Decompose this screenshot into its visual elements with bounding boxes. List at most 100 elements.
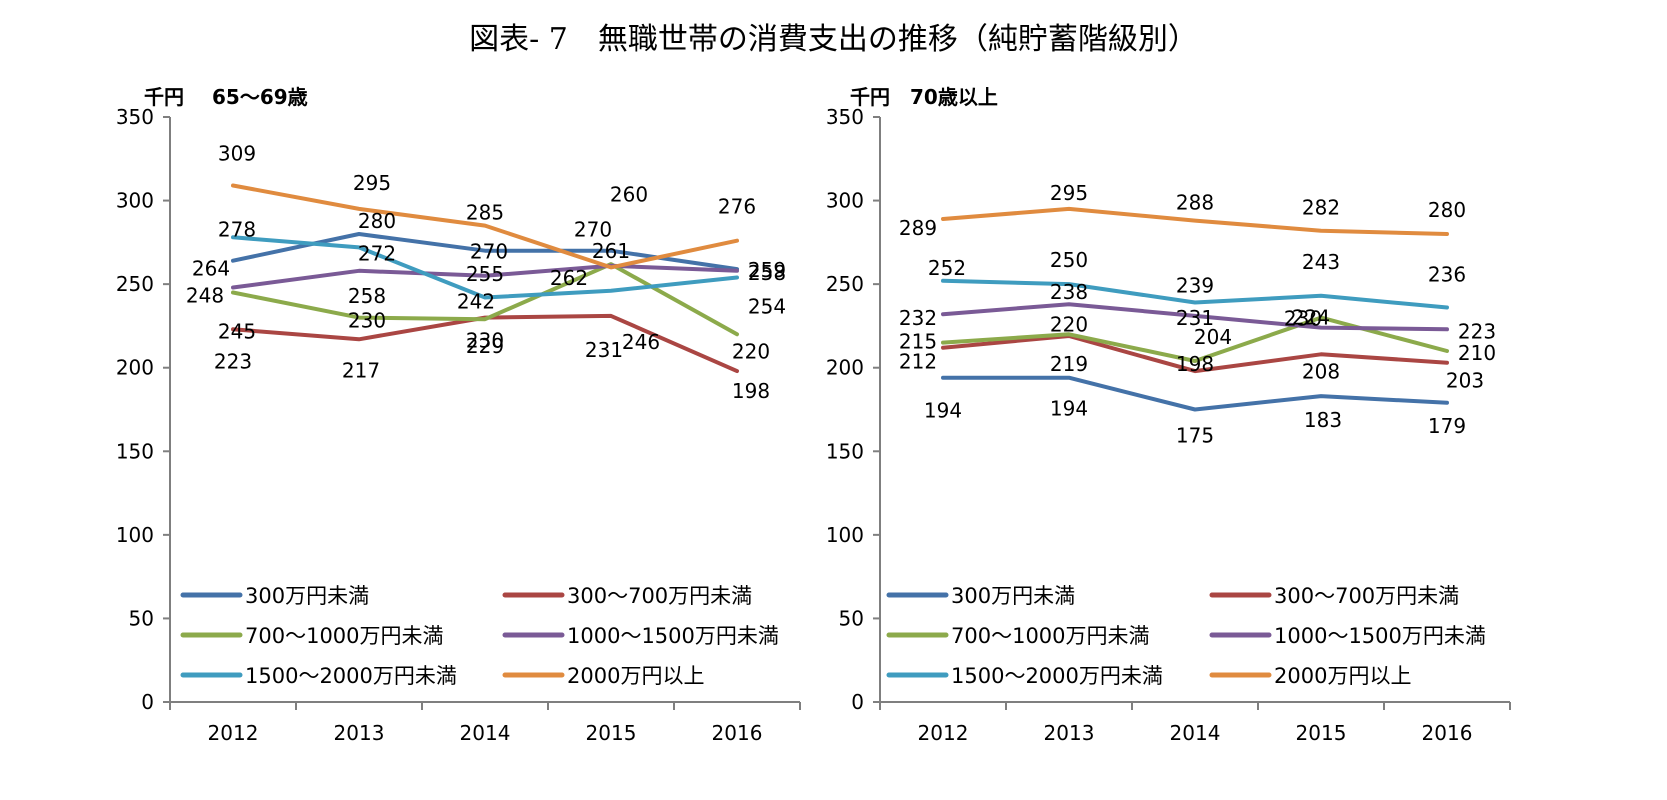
series-line xyxy=(941,375,1449,412)
y-tick-label: 250 xyxy=(826,272,864,296)
legend-label: 700～1000万円未満 xyxy=(245,624,444,648)
x-tick-label: 2012 xyxy=(918,721,969,745)
data-label: 245 xyxy=(218,320,256,344)
data-label: 276 xyxy=(718,195,756,219)
data-label: 289 xyxy=(899,216,937,240)
x-tick-label: 2013 xyxy=(334,721,385,745)
data-label: 255 xyxy=(466,262,504,286)
data-label: 295 xyxy=(1050,181,1088,205)
data-label: 198 xyxy=(732,379,770,403)
data-label: 231 xyxy=(1176,306,1214,330)
y-tick-label: 0 xyxy=(851,690,864,714)
data-label: 270 xyxy=(574,218,612,242)
data-label: 215 xyxy=(899,330,937,354)
data-label: 217 xyxy=(342,358,380,382)
data-label: 194 xyxy=(1050,397,1088,421)
data-label: 280 xyxy=(358,209,396,233)
data-label: 198 xyxy=(1176,352,1214,376)
series-line xyxy=(941,278,1449,310)
data-label: 204 xyxy=(1194,325,1232,349)
data-label: 242 xyxy=(457,290,495,314)
data-label: 239 xyxy=(1176,274,1214,298)
panel-subtitle: 65～69歳 xyxy=(212,85,308,109)
data-label: 252 xyxy=(928,256,966,280)
x-tick-label: 2012 xyxy=(208,721,259,745)
x-tick-label: 2015 xyxy=(586,721,637,745)
x-tick-label: 2013 xyxy=(1044,721,1095,745)
data-label: 278 xyxy=(218,217,256,241)
legend-label: 300～700万円未満 xyxy=(567,584,752,608)
x-tick-label: 2014 xyxy=(1170,721,1221,745)
data-label: 229 xyxy=(466,334,504,358)
data-label: 243 xyxy=(1302,250,1340,274)
legend-label: 300万円未満 xyxy=(245,584,369,608)
data-label: 175 xyxy=(1176,424,1214,448)
data-label: 179 xyxy=(1428,414,1466,438)
series-line xyxy=(941,206,1449,236)
y-tick-label: 150 xyxy=(826,439,864,463)
chart-panel-70-plus: 0 50 100 150 200 250 300 350 2012 2013 2014 2015 201… xyxy=(826,85,1511,745)
data-label: 220 xyxy=(732,339,770,363)
data-label: 258 xyxy=(348,284,386,308)
legend-label: 1500～2000万円未満 xyxy=(245,664,457,688)
legend-label: 1500～2000万円未満 xyxy=(951,664,1163,688)
data-label: 232 xyxy=(899,306,937,330)
y-tick-label: 350 xyxy=(826,105,864,129)
data-label: 309 xyxy=(218,142,256,166)
data-label: 272 xyxy=(358,241,396,265)
y-tick-label: 250 xyxy=(116,272,154,296)
y-tick-label: 100 xyxy=(116,523,154,547)
data-label: 231 xyxy=(585,338,623,362)
y-tick-label: 50 xyxy=(839,606,864,630)
data-label: 212 xyxy=(899,350,937,374)
y-unit-label: 千円 xyxy=(144,85,184,109)
figure-title: 図表- 7 無職世帯の消費支出の推移（純貯蓄階級別） xyxy=(469,22,1198,57)
data-label: 262 xyxy=(550,266,588,290)
panel-subtitle: 70歳以上 xyxy=(910,85,998,109)
data-label: 264 xyxy=(192,257,230,281)
y-unit-label: 千円 xyxy=(850,85,890,109)
x-tick-label: 2016 xyxy=(712,721,763,745)
data-label: 246 xyxy=(622,330,660,354)
series-line xyxy=(231,183,739,270)
data-label: 223 xyxy=(214,349,252,373)
data-label: 288 xyxy=(1176,191,1214,215)
data-label: 260 xyxy=(610,182,648,206)
data-label: 282 xyxy=(1302,196,1340,220)
data-label: 295 xyxy=(353,171,391,195)
data-label: 270 xyxy=(470,240,508,264)
data-label: 208 xyxy=(1302,359,1340,383)
data-label: 236 xyxy=(1428,263,1466,287)
data-label: 224 xyxy=(1292,306,1330,330)
legend-label: 2000万円以上 xyxy=(567,664,704,688)
legend-label: 700～1000万円未満 xyxy=(951,624,1150,648)
legend-label: 300万円未満 xyxy=(951,584,1075,608)
y-tick-label: 350 xyxy=(116,105,154,129)
y-tick-label: 150 xyxy=(116,439,154,463)
data-label: 258 xyxy=(748,261,786,285)
data-label: 248 xyxy=(186,283,224,307)
series-line xyxy=(231,263,739,290)
data-label: 210 xyxy=(1458,341,1496,365)
y-tick-label: 50 xyxy=(129,606,154,630)
y-tick-label: 0 xyxy=(141,690,154,714)
x-tick-label: 2015 xyxy=(1296,721,1347,745)
data-label: 230 xyxy=(1284,307,1322,331)
data-label: 219 xyxy=(1050,352,1088,376)
series-line xyxy=(231,235,739,300)
y-tick-label: 300 xyxy=(116,189,154,213)
chart-panel-65-69: 0 50 100 150 200 250 300 350 2012 2013 2014 2015 201… xyxy=(116,85,801,745)
data-label: 220 xyxy=(1050,312,1088,336)
data-label: 250 xyxy=(1050,248,1088,272)
legend-label: 1000～1500万円未満 xyxy=(567,624,779,648)
data-label: 285 xyxy=(466,201,504,225)
data-label: 254 xyxy=(748,294,786,318)
data-label: 230 xyxy=(466,329,504,353)
data-label: 223 xyxy=(1458,319,1496,343)
x-tick-label: 2014 xyxy=(460,721,511,745)
legend-label: 300～700万円未満 xyxy=(1274,584,1459,608)
series-line xyxy=(941,302,1449,332)
y-tick-label: 200 xyxy=(116,356,154,380)
data-label: 230 xyxy=(348,309,386,333)
